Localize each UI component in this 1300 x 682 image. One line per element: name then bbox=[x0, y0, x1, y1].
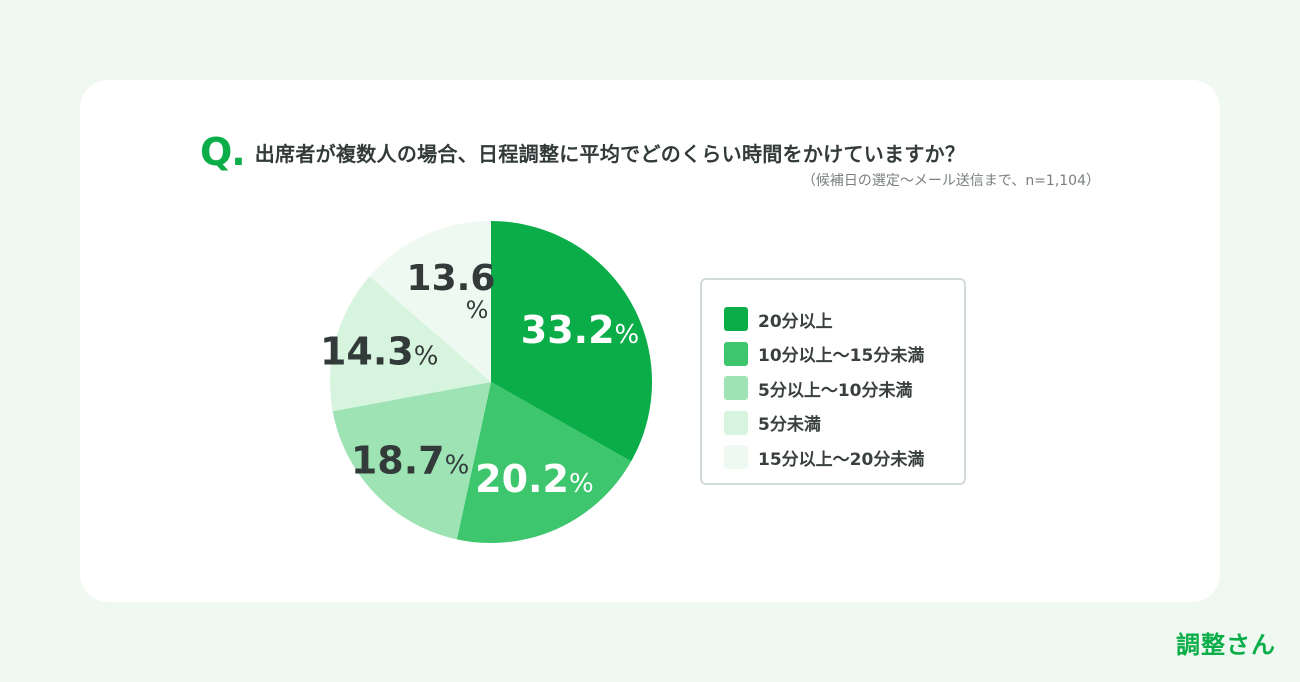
pie-chart: 33.2% 20.2%18.7% 14.3% 13.6% bbox=[320, 221, 652, 543]
legend-item-0: 20分以上 bbox=[724, 302, 964, 337]
legend: 20分以上 10分以上〜15分未満 5分以上〜10分未満 5分未満 15分以上〜20分未… bbox=[700, 278, 966, 485]
pie-label-4: 13.6% bbox=[407, 258, 496, 324]
legend-swatch-3 bbox=[724, 410, 748, 435]
legend-item-3: 5分未満 bbox=[724, 406, 964, 441]
pie-label-0: 33.2% bbox=[521, 308, 639, 352]
question-text: 出席者が複数人の場合、日程調整に平均でどのくらい時間をかけていますか？ bbox=[254, 141, 966, 166]
question-mark: Q. bbox=[200, 130, 246, 174]
legend-swatch-0 bbox=[724, 307, 748, 332]
legend-item-4: 15分以上〜20分未満 bbox=[724, 440, 964, 475]
brand-logo: 調整さん bbox=[1176, 631, 1276, 659]
legend-swatch-1 bbox=[724, 341, 748, 366]
pie-slice-3 bbox=[330, 276, 491, 412]
legend-item-1: 10分以上〜15分未満 bbox=[724, 337, 964, 372]
legend-label-0: 20分以上 bbox=[758, 311, 833, 332]
legend-swatch-2 bbox=[724, 376, 748, 401]
legend-label-3: 5分未満 bbox=[758, 415, 821, 436]
question-header: Q. 出席者が複数人の場合、日程調整に平均でどのくらい時間をかけていますか？ bbox=[200, 130, 965, 174]
pie-slice-2 bbox=[332, 382, 491, 540]
pie-label-1: 20.2% bbox=[475, 457, 593, 501]
survey-card: Q. 出席者が複数人の場合、日程調整に平均でどのくらい時間をかけていますか？ （… bbox=[80, 80, 1220, 602]
pie-labels: 33.2% 20.2%18.7% 14.3% 13.6% bbox=[320, 258, 639, 501]
pie-slices bbox=[330, 221, 652, 543]
pie-slice-4 bbox=[369, 221, 491, 382]
pie-label-2: 18.7% bbox=[351, 438, 469, 482]
pie-slice-1 bbox=[456, 382, 632, 543]
legend-swatch-4 bbox=[724, 445, 748, 470]
legend-item-2: 5分以上〜10分未満 bbox=[724, 371, 964, 406]
pie-label-3: 14.3% bbox=[320, 329, 438, 373]
legend-label-4: 15分以上〜20分未満 bbox=[758, 449, 925, 470]
legend-label-2: 5分以上〜10分未満 bbox=[758, 380, 913, 401]
legend-label-1: 10分以上〜15分未満 bbox=[758, 346, 925, 367]
survey-note: （候補日の選定〜メール送信まで、n=1,104） bbox=[801, 173, 1100, 189]
pie-slice-0 bbox=[491, 221, 652, 462]
